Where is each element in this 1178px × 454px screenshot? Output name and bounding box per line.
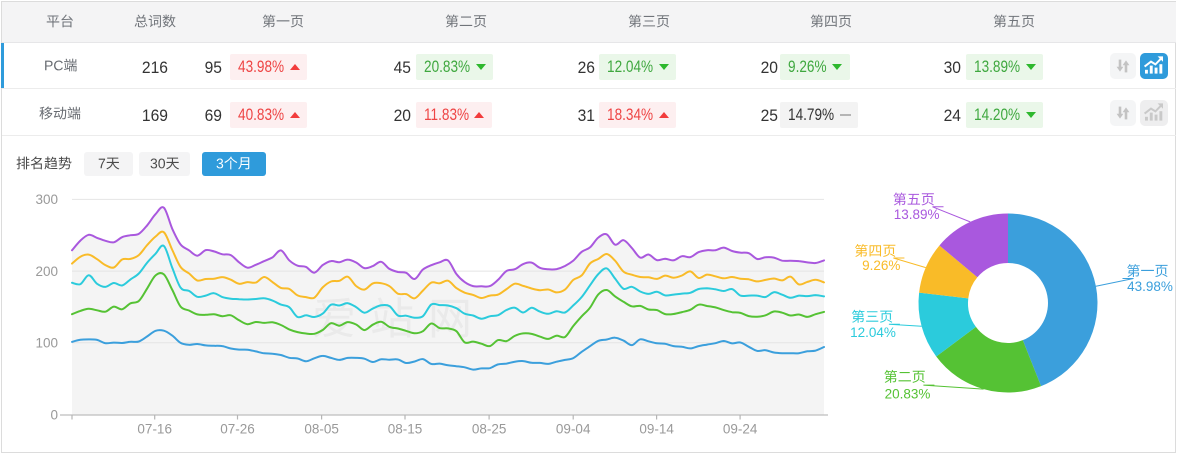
svg-text:20.83%: 20.83% [885,386,931,401]
svg-text:07-26: 07-26 [220,422,255,437]
svg-text:09-14: 09-14 [639,422,674,437]
svg-text:100: 100 [35,336,58,351]
svg-text:43.98%: 43.98% [1127,279,1173,294]
svg-text:0: 0 [50,407,58,422]
svg-text:09-24: 09-24 [723,422,758,437]
svg-text:13.89%: 13.89% [894,207,940,222]
svg-text:07-16: 07-16 [137,422,172,437]
svg-text:09-04: 09-04 [556,422,591,437]
svg-text:9.26%: 9.26% [862,258,900,273]
svg-text:12.04%: 12.04% [850,325,896,340]
svg-text:08-05: 08-05 [304,422,339,437]
svg-text:08-15: 08-15 [388,422,423,437]
svg-text:08-25: 08-25 [472,422,507,437]
svg-text:300: 300 [35,192,58,207]
svg-text:200: 200 [35,264,58,279]
